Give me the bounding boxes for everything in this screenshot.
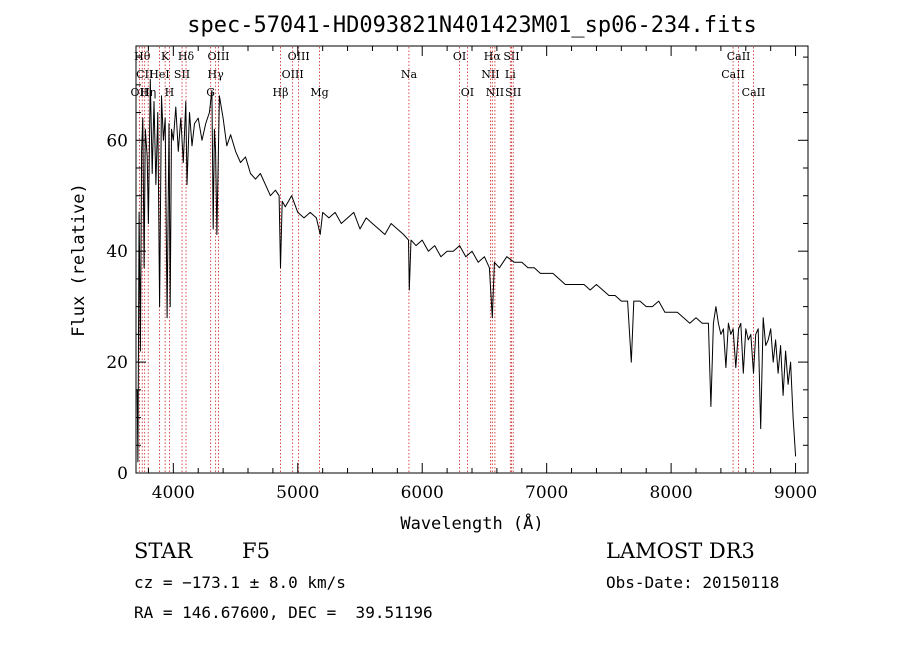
- spectrum-line: [136, 78, 797, 463]
- x-axis-label: Wavelength (Å): [400, 512, 543, 534]
- line-marker-label-27: CaII: [742, 86, 766, 99]
- line-marker-label-24: SII: [505, 86, 521, 99]
- line-marker-label-11: OIII: [207, 50, 229, 63]
- chart-title: spec-57041-HD093821N401423M01_sp06-234.f…: [187, 13, 757, 38]
- line-marker-label-21: NII: [486, 86, 504, 99]
- line-marker-label-1: Hθ: [134, 50, 151, 63]
- x-tick-label-5: 9000: [774, 483, 817, 503]
- x-tick-label-4: 8000: [649, 483, 692, 503]
- object-subclass: F5: [242, 539, 270, 563]
- line-marker-label-6: H: [165, 86, 175, 99]
- line-marker-label-15: Mg: [310, 86, 328, 99]
- line-marker-label-7: SII: [174, 68, 190, 81]
- y-axis-label: Flux (relative): [69, 183, 89, 337]
- line-marker-label-9: G: [206, 86, 215, 99]
- x-tick-label-0: 4000: [152, 483, 195, 503]
- y-tick-label-0: 0: [117, 464, 128, 484]
- line-marker-label-5: K: [161, 50, 170, 63]
- spectrum-series: [136, 78, 797, 463]
- plot-frame: [135, 45, 809, 474]
- line-marker-label-19: NII: [481, 68, 499, 81]
- line-marker-label-4: HeI: [149, 68, 169, 81]
- line-marker-label-22: Li: [505, 68, 516, 81]
- line-marker-label-10: Hγ: [208, 68, 225, 81]
- line-marker-label-25: CaII: [721, 68, 745, 81]
- axis-ticks: 4000 5000 6000 7000 8000 9000 0 20 40 60: [106, 46, 817, 503]
- x-tick-label-3: 7000: [525, 483, 568, 503]
- y-tick-label-2: 40: [106, 242, 128, 262]
- object-class: STAR: [134, 539, 193, 563]
- line-marker-label-18: OI: [461, 86, 474, 99]
- line-marker-label-14: OIII: [288, 50, 310, 63]
- line-marker-label-26: CaII: [727, 50, 751, 63]
- x-tick-label-1: 5000: [276, 483, 319, 503]
- line-marker-label-3: Hη: [140, 86, 156, 99]
- redshift-velocity: cz = −173.1 ± 8.0 km/s: [134, 573, 346, 592]
- line-marker-label-0: OII: [131, 86, 149, 99]
- line-marker-label-13: OIII: [282, 68, 304, 81]
- line-marker-label-17: OI: [453, 50, 466, 63]
- line-marker-label-20: Hα: [484, 50, 502, 63]
- line-marker-label-16: Na: [401, 68, 418, 81]
- line-marker-label-2: CII: [136, 68, 153, 81]
- line-markers: OII Hθ CII Hη HeI K H SII Hδ G Hγ OIII Hβ OIII OIII Mg N…: [131, 47, 766, 472]
- y-tick-label-1: 20: [106, 353, 128, 373]
- line-marker-label-12: Hβ: [273, 86, 289, 99]
- line-marker-label-8: Hδ: [178, 50, 195, 63]
- x-tick-label-2: 6000: [401, 483, 444, 503]
- observation-date: Obs-Date: 20150118: [606, 573, 780, 592]
- survey-label: LAMOST DR3: [606, 539, 755, 563]
- line-marker-label-23: SII: [503, 50, 519, 63]
- y-tick-label-3: 60: [106, 131, 128, 151]
- coordinates: RA = 146.67600, DEC = 39.51196: [134, 603, 433, 622]
